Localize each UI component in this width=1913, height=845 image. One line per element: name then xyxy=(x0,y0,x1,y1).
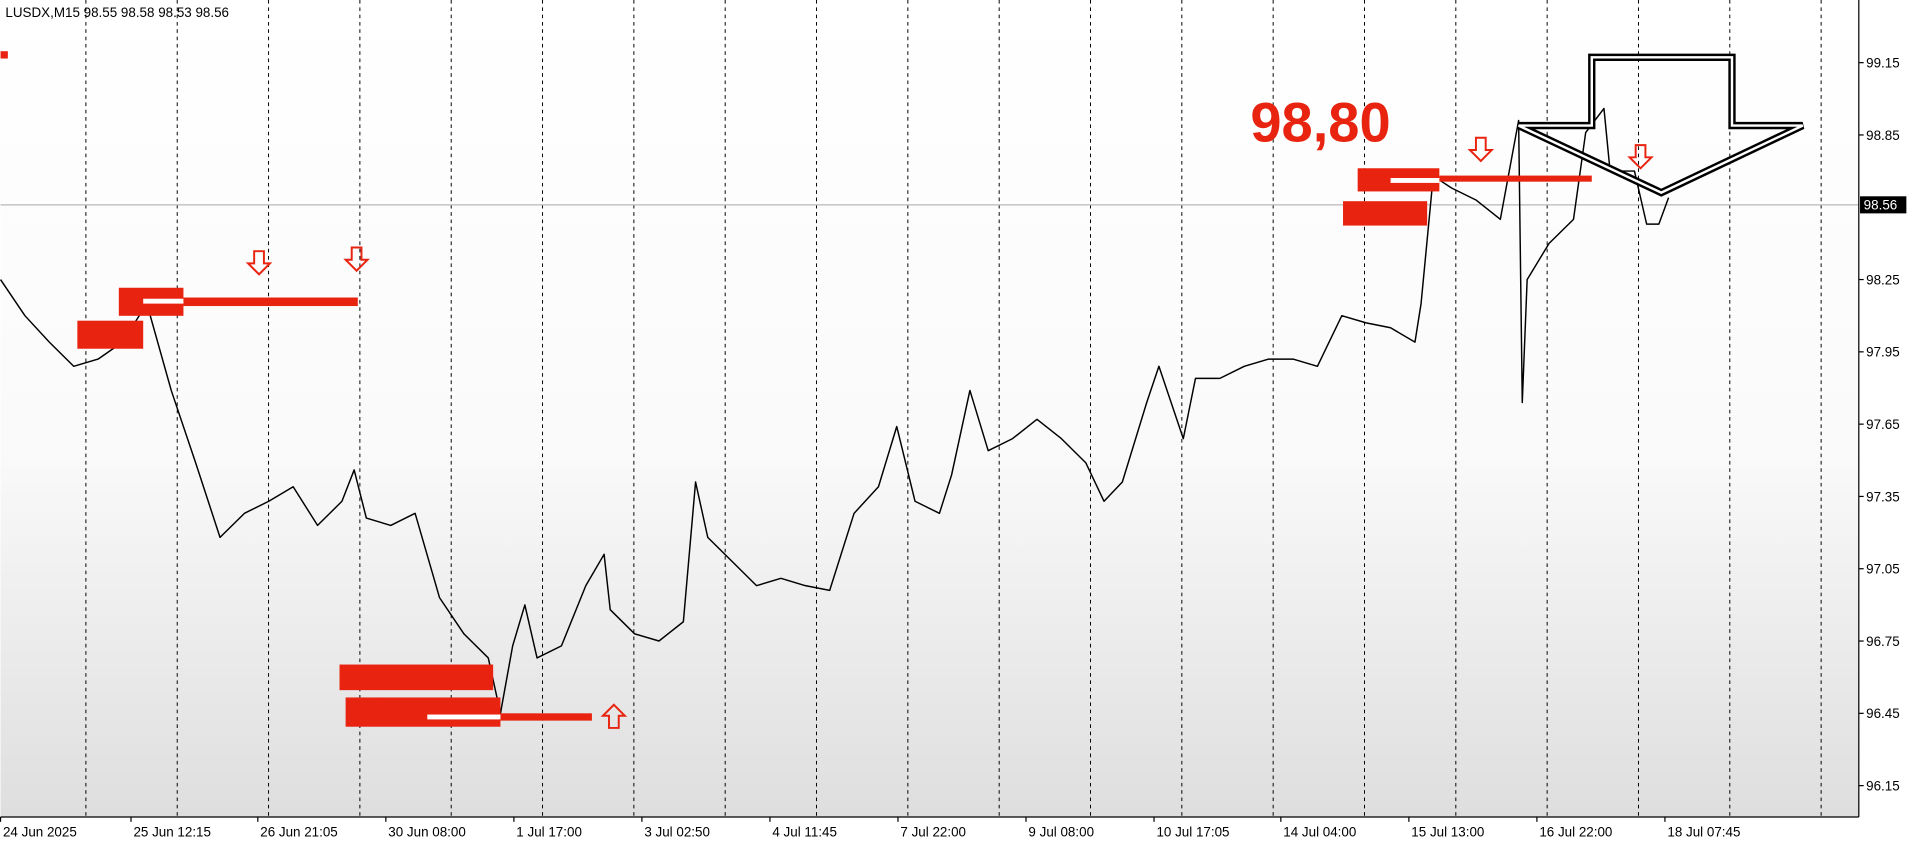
x-tick-label: 26 Jun 21:05 xyxy=(260,824,338,839)
zone-line xyxy=(183,297,358,307)
zone-line xyxy=(500,713,592,721)
x-tick-label: 9 Jul 08:00 xyxy=(1028,824,1094,839)
price-line xyxy=(0,107,1670,715)
y-tick-label: 96.75 xyxy=(1866,634,1900,649)
x-tick-label: 14 Jul 04:00 xyxy=(1283,824,1356,839)
zone-gap xyxy=(427,714,501,720)
x-tick-label: 4 Jul 11:45 xyxy=(772,824,837,839)
x-tick-label: 24 Jun 2025 xyxy=(3,824,77,839)
y-tick-label: 97.95 xyxy=(1866,345,1900,360)
zone xyxy=(1343,201,1428,226)
down-arrow xyxy=(245,250,273,276)
y-tick-label: 96.45 xyxy=(1866,706,1900,721)
down-arrow xyxy=(1627,144,1654,170)
y-tick-label: 99.15 xyxy=(1866,56,1900,71)
zone-line xyxy=(1439,175,1592,182)
zone xyxy=(345,697,501,727)
y-tick-label: 96.15 xyxy=(1866,779,1900,794)
y-tick-label: 97.65 xyxy=(1866,417,1900,432)
chart-title: LUSDX,M15 98.55 98.58 98.53 98.56 xyxy=(5,5,229,20)
y-tick-label: 97.35 xyxy=(1866,489,1900,504)
zone-gap xyxy=(1390,178,1440,183)
up-arrow xyxy=(600,703,628,729)
x-tick-label: 18 Jul 07:45 xyxy=(1667,824,1740,839)
x-tick-label: 25 Jun 12:15 xyxy=(133,824,211,839)
zone xyxy=(0,51,8,59)
x-tick-label: 15 Jul 13:00 xyxy=(1411,824,1484,839)
annotation: 98,80 xyxy=(1250,90,1390,153)
zone-gaps xyxy=(143,178,1440,720)
current-price-box xyxy=(1860,196,1907,214)
big-arrow xyxy=(1517,53,1805,197)
down-arrow xyxy=(343,246,370,273)
arrows xyxy=(245,136,1654,729)
big-arrow-inner xyxy=(1518,56,1804,195)
x-tick-label: 3 Jul 02:50 xyxy=(644,824,710,839)
y-tick-label: 98.85 xyxy=(1866,128,1900,143)
zone-gap xyxy=(143,298,184,304)
y-tick-label: 98.25 xyxy=(1866,272,1900,287)
x-tick-label: 7 Jul 22:00 xyxy=(900,824,966,839)
x-tick-label: 16 Jul 22:00 xyxy=(1539,824,1612,839)
zone xyxy=(339,664,494,691)
vertical-grid xyxy=(85,0,1822,817)
zone xyxy=(77,320,144,349)
y-tick-label: 97.05 xyxy=(1866,562,1900,577)
x-tick-label: 10 Jul 17:05 xyxy=(1156,824,1229,839)
down-arrow xyxy=(1467,136,1495,163)
x-tick-label: 1 Jul 17:00 xyxy=(516,824,582,839)
current-price-label: 98.56 xyxy=(1864,198,1898,213)
plot-layer xyxy=(0,107,1859,715)
x-tick-label: 30 Jun 08:00 xyxy=(388,824,466,839)
zones xyxy=(0,51,1592,727)
